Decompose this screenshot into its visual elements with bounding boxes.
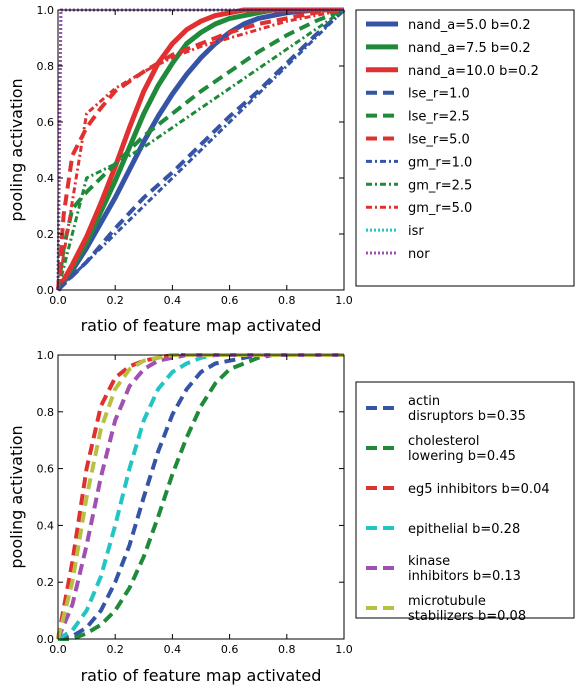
x-tick-label: 0.6 [221, 294, 239, 307]
chart-panel-1: 0.0 0.2 0.4 0.6 0.8 1.0 0.0 0.2 0.4 0.6 0.8 1.0 rati… [7, 4, 575, 335]
legend-entry: nand_a=7.5 b=0.2 [408, 41, 531, 56]
x-tick-label: 1.0 [335, 294, 353, 307]
y-tick-label: 0.2 [37, 228, 55, 241]
series-line-5 [56, 353, 344, 640]
legend-entry: nor [408, 247, 430, 262]
x-tick-label: 0.4 [164, 294, 182, 307]
y-tick-label: 0.4 [37, 519, 55, 532]
legend-entry: isr [408, 224, 424, 239]
legend-entry: lse_r=5.0 [408, 133, 470, 148]
y-tick-label: 0.0 [37, 633, 55, 646]
legend-frame [355, 381, 575, 619]
series-line-7 [56, 8, 346, 292]
x-tick-label: 0.2 [106, 294, 124, 307]
y-tick-label: 0.6 [37, 116, 55, 129]
y-tick-label: 0.8 [37, 406, 55, 419]
series-line-2 [58, 353, 344, 641]
legend-entry: gm_r=5.0 [408, 201, 472, 216]
series-line-5 [56, 8, 345, 291]
series-line-1 [57, 353, 344, 641]
series-line-3 [56, 353, 344, 640]
legend: actin disruptors b=0.35 cholesterol lowerin… [355, 381, 575, 624]
legend-entry: cholesterol lowering b=0.45 [408, 434, 516, 464]
x-tick-label: 0.4 [164, 643, 182, 656]
legend: nand_a=5.0 b=0.2 nand_a=7.5 b=0.2 nand_a=1… [355, 9, 575, 287]
legend-entry: nand_a=5.0 b=0.2 [408, 18, 531, 33]
series-line-9 [56, 8, 345, 291]
y-tick-label: 0.8 [37, 60, 55, 73]
y-tick-label: 0.4 [37, 172, 55, 185]
x-axis-label: ratio of feature map activated [81, 666, 322, 685]
legend-entry: eg5 inhibitors b=0.04 [408, 482, 550, 497]
y-axis-label: pooling activation [7, 78, 26, 221]
legend-entry: microtubule stabilizers b=0.08 [408, 594, 526, 624]
series-line-6 [56, 353, 344, 640]
x-tick-label: 0.0 [49, 643, 67, 656]
y-tick-label: 0.0 [37, 284, 55, 297]
legend-entry: lse_r=2.5 [408, 110, 470, 125]
y-tick-label: 1.0 [37, 349, 55, 362]
x-tick-label: 1.0 [335, 643, 353, 656]
x-tick-label: 0.0 [49, 294, 67, 307]
x-axis-label: ratio of feature map activated [81, 316, 322, 335]
legend-entry: epithelial b=0.28 [408, 522, 520, 537]
chart-panel-2: 0.0 0.2 0.4 0.6 0.8 1.0 0.0 0.2 0.4 0.6 0.8 1.0 rati… [7, 349, 575, 685]
legend-entry: actin disruptors b=0.35 [408, 394, 526, 424]
y-axis-label: pooling activation [7, 425, 26, 568]
legend-entry: lse_r=1.0 [408, 87, 470, 102]
x-tick-label: 0.8 [278, 294, 296, 307]
plot-frame [57, 9, 345, 291]
legend-entry: nand_a=10.0 b=0.2 [408, 64, 539, 79]
series-line-4 [56, 8, 346, 292]
series-line-4 [56, 353, 344, 641]
y-tick-label: 0.2 [37, 576, 55, 589]
legend-entry: gm_r=2.5 [408, 178, 472, 193]
y-tick-label: 1.0 [37, 4, 55, 17]
x-tick-label: 0.2 [106, 643, 124, 656]
x-tick-label: 0.8 [278, 643, 296, 656]
series-group [55, 7, 346, 292]
y-tick-label: 0.6 [37, 463, 55, 476]
series-line-8 [56, 8, 345, 291]
legend-frame [355, 9, 575, 287]
legend-entry: gm_r=1.0 [408, 155, 472, 170]
series-group [56, 353, 344, 641]
plot-frame [57, 354, 345, 640]
legend-entry: kinase inhibitors b=0.13 [408, 554, 521, 584]
x-tick-label: 0.6 [221, 643, 239, 656]
